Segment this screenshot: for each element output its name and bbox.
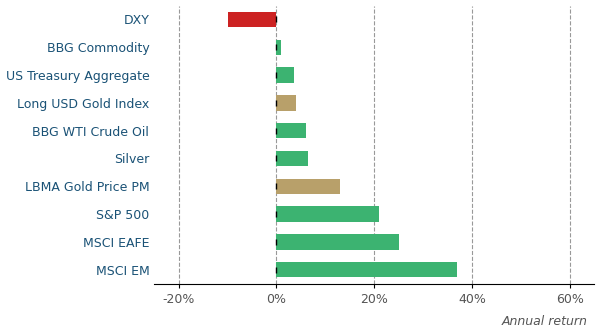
Bar <box>277 262 457 277</box>
Bar <box>227 12 277 27</box>
Bar <box>277 68 293 83</box>
Bar <box>277 40 281 55</box>
Bar <box>277 179 340 194</box>
Bar <box>277 151 308 166</box>
Text: Annual return: Annual return <box>502 315 588 328</box>
Bar <box>277 123 306 138</box>
Bar <box>277 234 399 250</box>
Bar <box>277 207 379 222</box>
Bar <box>277 95 296 111</box>
